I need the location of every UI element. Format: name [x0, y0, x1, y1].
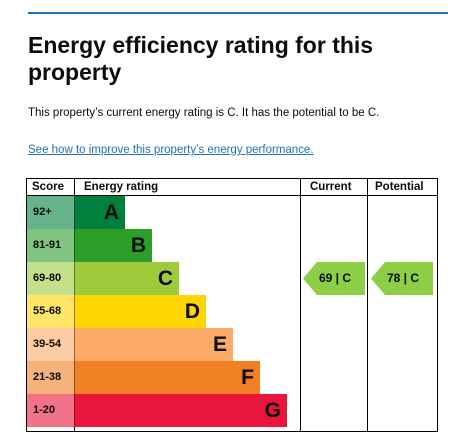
band-bar-a: A — [75, 196, 125, 229]
band-bar-g: G — [75, 394, 287, 427]
energy-rating-chart: Score Energy rating Current Potential 92… — [26, 178, 438, 432]
potential-header: Potential — [375, 181, 424, 193]
potential-column-divider — [367, 179, 368, 431]
top-rule — [28, 12, 448, 14]
band-bar-f: F — [75, 361, 260, 394]
improve-performance-link[interactable]: See how to improve this property’s energ… — [28, 144, 314, 156]
band-score-g: 1-20 — [27, 394, 75, 427]
band-score-a: 92+ — [27, 196, 75, 229]
band-score-c: 69-80 — [27, 262, 75, 295]
band-bar-e: E — [75, 328, 233, 361]
band-score-b: 81-91 — [27, 229, 75, 262]
current-rating-label: 69 | C — [319, 271, 352, 285]
current-header: Current — [310, 181, 352, 193]
band-score-f: 21-38 — [27, 361, 75, 394]
band-score-e: 39-54 — [27, 328, 75, 361]
header-divider — [27, 195, 437, 196]
current-rating-arrow: 69 | C — [303, 262, 365, 295]
current-column-divider — [300, 179, 301, 431]
energy-rating-header: Energy rating — [84, 181, 159, 193]
band-bar-d: D — [75, 295, 206, 328]
band-score-d: 55-68 — [27, 295, 75, 328]
potential-rating-arrow: 78 | C — [371, 262, 433, 295]
rating-summary: This property’s current energy rating is… — [28, 107, 380, 119]
band-bar-c: C — [75, 262, 179, 295]
page-title: Energy efficiency rating for this proper… — [28, 32, 374, 85]
potential-rating-label: 78 | C — [387, 271, 420, 285]
score-header: Score — [32, 181, 64, 193]
band-bar-b: B — [75, 229, 152, 262]
